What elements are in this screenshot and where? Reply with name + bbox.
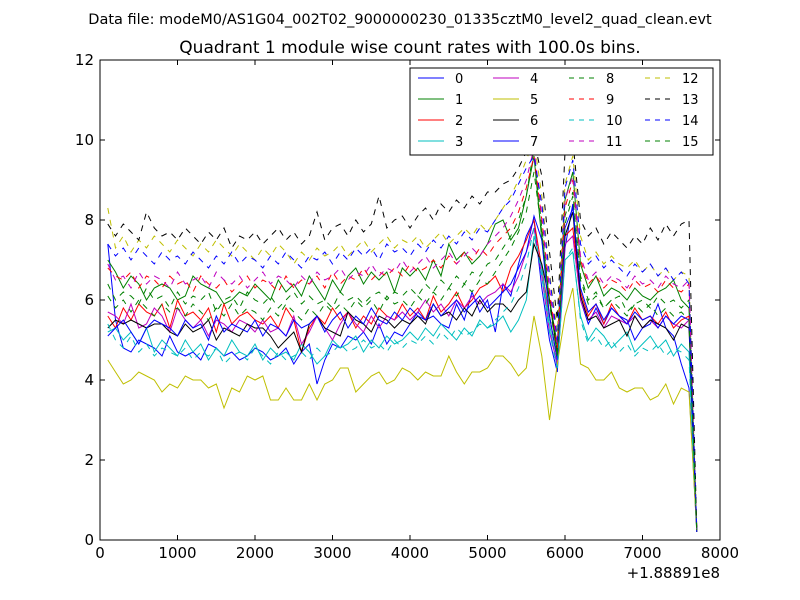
- legend-label-13: 13: [682, 93, 699, 108]
- x-tick-label: 7000: [623, 544, 661, 562]
- legend-box: [409, 67, 714, 156]
- series-line-13: [107, 138, 698, 533]
- series-line-5: [107, 287, 698, 533]
- legend-label-10: 10: [606, 114, 623, 129]
- series-line-7: [107, 207, 698, 533]
- legend-label-5: 5: [530, 93, 538, 108]
- legend-label-11: 11: [606, 135, 623, 150]
- y-tick-label: 12: [75, 51, 94, 69]
- series-line-0: [107, 203, 698, 533]
- legend-label-7: 7: [530, 135, 538, 150]
- series-line-10: [107, 227, 698, 533]
- x-tick-label: 4000: [391, 544, 429, 562]
- plot-frame: [99, 59, 721, 541]
- x-tick-label: 3000: [313, 544, 351, 562]
- x-tick-label: 2000: [236, 544, 274, 562]
- series-line-9: [107, 155, 698, 533]
- legend-label-1: 1: [455, 93, 463, 108]
- x-tick-label: 8000: [701, 544, 739, 562]
- legend-label-14: 14: [682, 114, 699, 129]
- legend-label-3: 3: [455, 135, 463, 150]
- x-tick-label: 6000: [546, 544, 584, 562]
- legend-label-6: 6: [530, 114, 538, 129]
- y-tick-label: 10: [75, 131, 94, 149]
- legend-label-2: 2: [455, 114, 463, 129]
- y-tick-label: 4: [84, 371, 94, 389]
- series-line-12: [107, 138, 698, 533]
- x-tick-label: 0: [95, 544, 105, 562]
- x-tick-label: 5000: [468, 544, 506, 562]
- chart-title: Quadrant 1 module wise count rates with …: [179, 38, 640, 58]
- series-line-1: [107, 155, 698, 529]
- legend-label-9: 9: [606, 93, 614, 108]
- y-tick-label: 6: [84, 291, 94, 309]
- x-offset-label: +1.88891e8: [627, 564, 720, 582]
- series-line-14: [107, 154, 698, 533]
- legend-label-0: 0: [455, 72, 463, 87]
- series-layer: [107, 138, 698, 533]
- y-tick-label: 8: [84, 211, 94, 229]
- x-tick-label: 1000: [158, 544, 196, 562]
- series-line-4: [107, 227, 698, 533]
- legend-label-4: 4: [530, 72, 538, 87]
- series-line-2: [107, 218, 698, 533]
- chart-suptitle: Data file: modeM0/AS1G04_002T02_90000002…: [88, 12, 712, 28]
- y-tick-label: 0: [84, 531, 94, 549]
- legend-label-12: 12: [682, 72, 699, 87]
- legend-label-8: 8: [606, 72, 614, 87]
- legend-label-15: 15: [682, 135, 699, 150]
- tick-layer: 0 1000 2000 3000 4000 5000 6000 7000 80000246810…: [75, 51, 739, 562]
- y-tick-label: 2: [84, 451, 94, 469]
